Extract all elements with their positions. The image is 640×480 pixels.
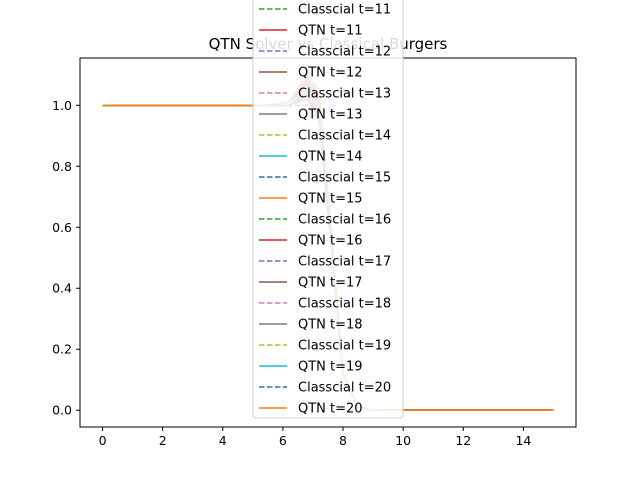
y-tick-label: 0.0 <box>52 403 72 418</box>
legend-label: Classcial t=13 <box>298 87 391 102</box>
legend-label: Classcial t=16 <box>298 213 391 228</box>
legend-label: QTN t=18 <box>298 318 363 333</box>
x-tick-label: 10 <box>395 433 411 448</box>
y-tick-label: 0.6 <box>52 220 72 235</box>
legend-label: QTN t=19 <box>298 360 363 375</box>
legend-label: Classcial t=19 <box>298 339 391 354</box>
legend-label: QTN t=13 <box>298 108 363 123</box>
x-tick-label: 4 <box>219 433 227 448</box>
legend-box <box>252 0 404 419</box>
y-tick-label: 0.8 <box>52 159 72 174</box>
legend: Classcial t=11 QTN t=11 Classcial t=12 QTN … <box>252 0 404 419</box>
legend-label: Classcial t=17 <box>298 255 391 270</box>
x-tick-label: 0 <box>99 433 107 448</box>
x-tick-label: 14 <box>515 433 531 448</box>
legend-label: Classcial t=18 <box>298 297 391 312</box>
x-tick-label: 2 <box>159 433 167 448</box>
y-tick-label: 1.0 <box>52 98 72 113</box>
legend-label: QTN t=12 <box>298 66 363 81</box>
y-tick-label: 0.4 <box>52 281 72 296</box>
legend-label: Classcial t=20 <box>298 381 391 396</box>
legend-label: QTN t=20 <box>298 402 363 417</box>
legend-label: Classcial t=14 <box>298 129 391 144</box>
legend-label: QTN t=14 <box>298 150 363 165</box>
legend-label: Classcial t=11 <box>298 3 391 18</box>
y-tick-label: 0.2 <box>52 342 72 357</box>
legend-label: Classcial t=15 <box>298 171 391 186</box>
x-tick-label: 6 <box>279 433 287 448</box>
legend-label: Classcial t=12 <box>298 45 391 60</box>
legend-label: QTN t=15 <box>298 192 363 207</box>
legend-label: QTN t=16 <box>298 234 363 249</box>
legend-label: QTN t=17 <box>298 276 363 291</box>
legend-label: QTN t=11 <box>298 24 363 39</box>
x-tick-label: 8 <box>339 433 347 448</box>
x-tick-label: 12 <box>455 433 471 448</box>
y-axis-ticks: 0.0 0.2 0.4 0.6 0.8 1.0 <box>52 98 80 418</box>
x-axis-ticks: 0 2 4 6 8 10 12 14 <box>99 427 531 448</box>
